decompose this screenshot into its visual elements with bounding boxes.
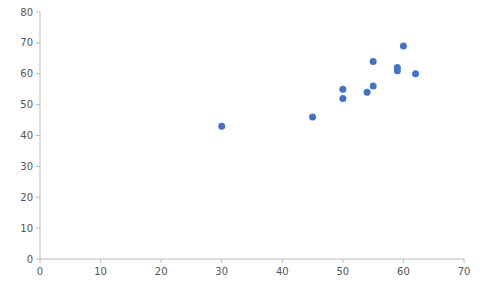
point (412, 70, 419, 77)
point (218, 123, 225, 130)
x-tick-label: 0 (37, 266, 43, 277)
y-tick (36, 228, 40, 229)
x-tick-label: 70 (458, 266, 471, 277)
y-tick-label: 10 (20, 223, 33, 234)
x-tick-label: 30 (215, 266, 228, 277)
point (394, 64, 401, 71)
x-tick-label: 40 (276, 266, 289, 277)
y-tick (36, 135, 40, 136)
y-tick-label: 0 (27, 254, 33, 265)
y-axis: 0 10 20 30 40 50 60 70 80 (20, 7, 40, 265)
y-tick-label: 40 (20, 130, 33, 141)
x-tick (282, 259, 283, 263)
y-tick (36, 73, 40, 74)
point (309, 113, 316, 120)
x-tick (403, 259, 404, 263)
x-tick (100, 259, 101, 263)
x-tick-label: 20 (155, 266, 168, 277)
y-tick (36, 12, 40, 13)
chart-svg: 0 10 20 30 40 50 60 70 0 10 20 30 40 50 60 70 80 (0, 0, 480, 289)
y-tick-label: 70 (20, 37, 33, 48)
x-axis-line (40, 259, 464, 260)
chart-container: 0 10 20 30 40 50 60 70 0 10 20 30 40 50 60 70 80 (0, 0, 480, 289)
y-tick-label: 80 (20, 7, 33, 18)
y-tick-label: 20 (20, 192, 33, 203)
x-tick-label: 10 (94, 266, 107, 277)
x-tick (221, 259, 222, 263)
y-tick-label: 50 (20, 99, 33, 110)
point (339, 86, 346, 93)
y-tick-label: 30 (20, 161, 33, 172)
y-tick-label: 60 (20, 68, 33, 79)
points (218, 42, 419, 129)
point (339, 95, 346, 102)
point (400, 42, 407, 49)
x-tick (161, 259, 162, 263)
x-tick-label: 50 (336, 266, 349, 277)
y-tick (36, 166, 40, 167)
y-tick (36, 42, 40, 43)
point (370, 58, 377, 65)
y-tick (36, 197, 40, 198)
x-tick-label: 60 (397, 266, 410, 277)
x-tick (40, 259, 41, 263)
y-tick (36, 104, 40, 105)
x-tick (342, 259, 343, 263)
point (370, 83, 377, 90)
y-tick (36, 259, 40, 260)
point (364, 89, 371, 96)
x-axis: 0 10 20 30 40 50 60 70 (37, 259, 471, 277)
x-tick (464, 259, 465, 263)
